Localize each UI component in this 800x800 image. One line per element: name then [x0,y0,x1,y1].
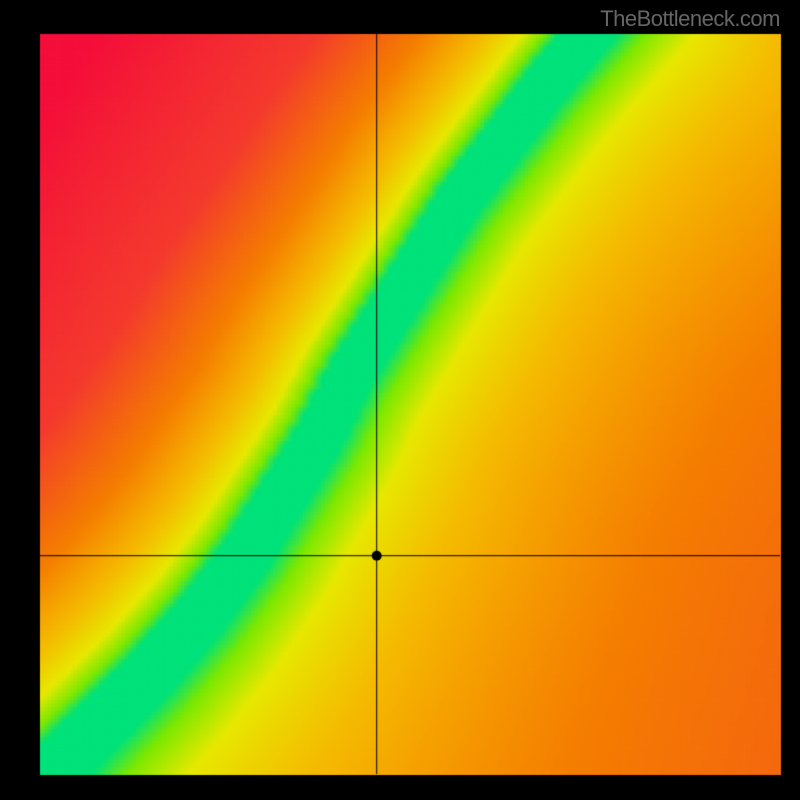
watermark-text: TheBottleneck.com [600,6,780,32]
heatmap-canvas [0,0,800,800]
